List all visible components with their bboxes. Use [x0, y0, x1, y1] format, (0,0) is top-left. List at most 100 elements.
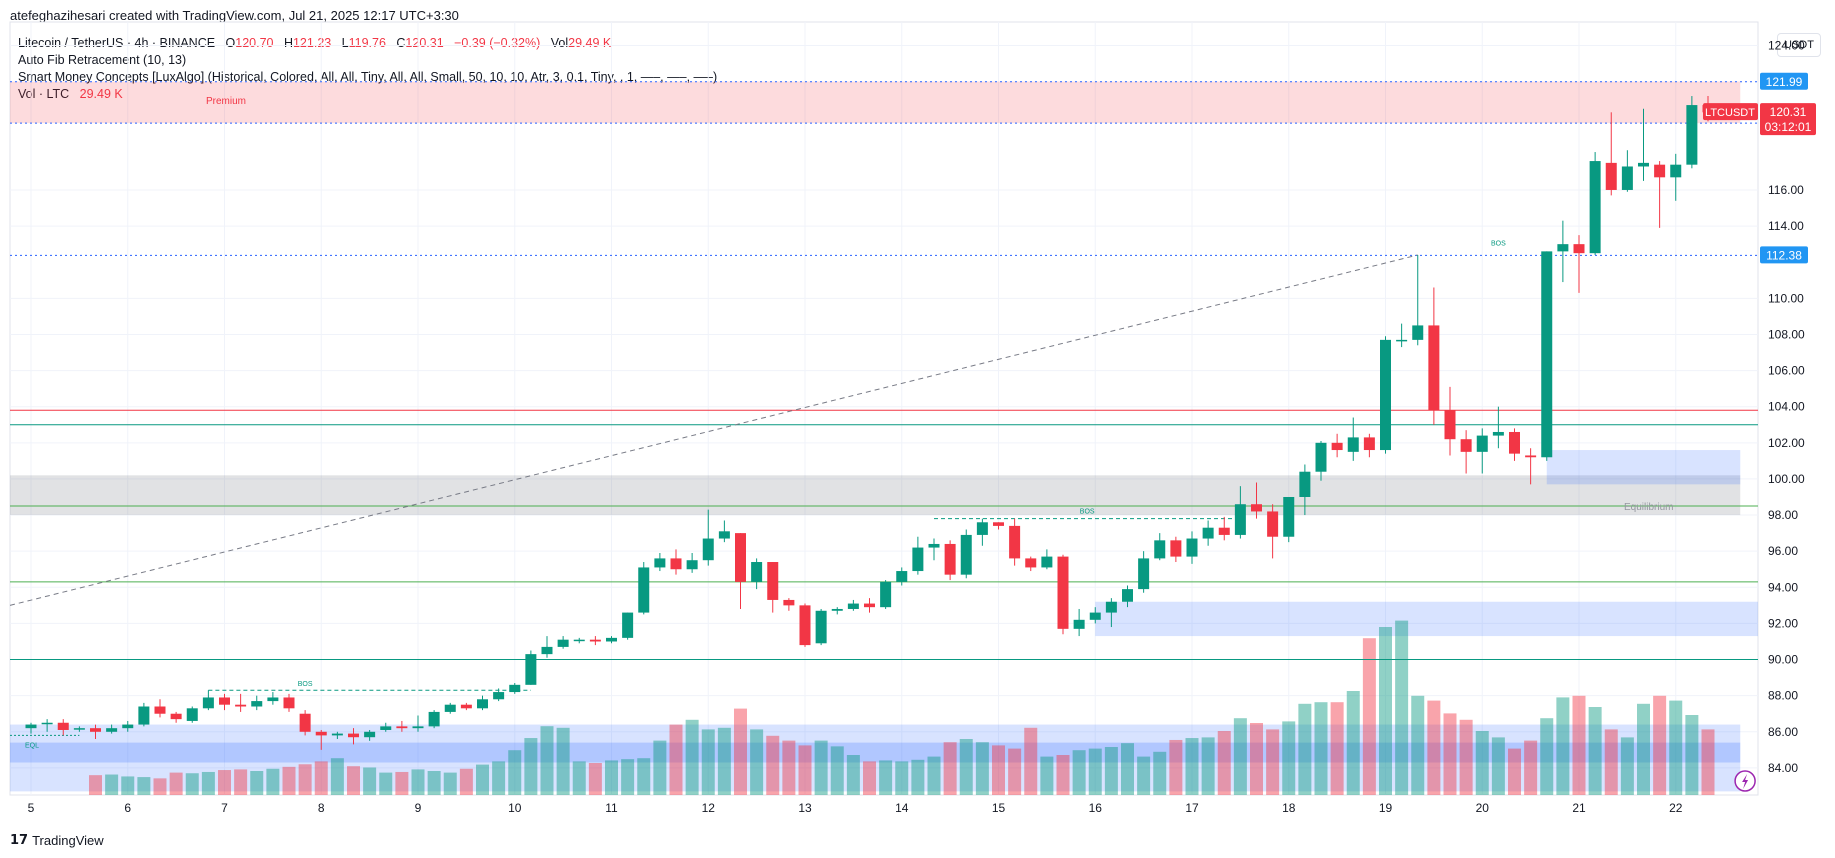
y-tick-label: 100.00	[1768, 472, 1805, 486]
premium-zone	[10, 81, 1741, 124]
candle-body	[1589, 161, 1601, 254]
volume-bar	[992, 745, 1005, 795]
candle-body	[235, 704, 247, 707]
candle	[831, 607, 843, 615]
candle-body	[1557, 244, 1569, 252]
candle	[1396, 323, 1408, 348]
candle-body	[1154, 540, 1166, 559]
candle-body	[1331, 442, 1343, 451]
candle	[718, 520, 730, 543]
candle-body	[1202, 527, 1214, 539]
volume-bar	[734, 708, 747, 795]
legend-panel: Litecoin / TetherUS · 4h · BINANCE O120.…	[18, 35, 717, 103]
demand-zone	[10, 742, 1741, 763]
y-tick-label: 114.00	[1768, 219, 1804, 233]
candle	[573, 637, 585, 644]
candle-body	[1009, 525, 1021, 559]
x-tick-label: 21	[1572, 801, 1586, 815]
volume-bar	[1008, 748, 1022, 795]
premium-label: Premium	[206, 96, 246, 107]
volume-bar	[1637, 703, 1650, 795]
candle	[670, 549, 682, 575]
volume-bar	[1669, 700, 1683, 795]
candle	[57, 719, 69, 736]
candle-body	[1509, 431, 1520, 454]
candle	[702, 509, 714, 566]
volume-bar	[605, 760, 618, 795]
price-tag-112-bg	[1760, 246, 1808, 264]
volume-bar	[1411, 695, 1425, 795]
candle	[735, 533, 746, 609]
volume-bar	[508, 750, 522, 795]
candle	[493, 688, 505, 702]
candle-body	[815, 610, 827, 644]
candle-body	[267, 697, 279, 702]
candle-body	[1492, 431, 1504, 436]
candle	[1605, 112, 1617, 196]
candle-body	[1041, 556, 1053, 568]
candle-body	[1412, 325, 1424, 340]
horizontal-lines	[9, 81, 1758, 736]
volume-bar	[137, 777, 151, 795]
candle-body	[928, 543, 940, 548]
candle	[589, 636, 601, 646]
legend-open: 120.70	[235, 36, 274, 50]
candle-body	[299, 713, 311, 732]
candle-body	[186, 708, 198, 721]
candle-body	[1654, 164, 1666, 178]
candle	[1476, 428, 1488, 474]
candle	[444, 702, 456, 714]
legend-fib-indicator[interactable]: Auto Fib Retracement (10, 13)	[18, 53, 187, 67]
candle	[1122, 585, 1133, 608]
volume-bar	[347, 766, 360, 795]
y-tick-label: 96.00	[1768, 544, 1798, 558]
candle-body	[831, 608, 843, 611]
volume-bar	[1620, 737, 1634, 795]
candle	[638, 562, 650, 615]
candle	[1509, 428, 1520, 461]
y-tick-label: 102.00	[1768, 436, 1805, 450]
volume-bar	[1056, 755, 1070, 795]
volume-bar	[1362, 638, 1376, 795]
candle	[525, 650, 537, 685]
legend-symbol-row[interactable]: Litecoin / TetherUS · 4h · BINANCE O120.…	[18, 36, 612, 50]
y-tick-label: 94.00	[1768, 580, 1798, 594]
candle	[460, 702, 472, 711]
candle	[880, 580, 892, 609]
candle	[1541, 251, 1553, 461]
volume-bar	[1040, 756, 1054, 795]
x-tick-label: 19	[1379, 801, 1393, 815]
candle-body	[509, 684, 521, 693]
candle	[138, 702, 150, 727]
candle-body	[412, 726, 424, 729]
currency-button[interactable]: USDT	[1777, 33, 1821, 57]
candle-body	[1057, 556, 1069, 629]
candle	[283, 693, 295, 712]
candle	[380, 722, 392, 732]
volume-bar	[1088, 748, 1102, 795]
candle	[186, 706, 198, 723]
candle	[993, 522, 1004, 530]
volume-bar	[1588, 707, 1602, 795]
candle	[1412, 254, 1424, 346]
candle-body	[1186, 538, 1198, 557]
volume-bar	[975, 742, 989, 795]
volume-bar	[524, 738, 538, 795]
candle-body	[122, 724, 134, 729]
candle-body	[202, 697, 214, 709]
volume-bars	[89, 620, 1715, 795]
candle	[1686, 96, 1698, 169]
candle-body	[1444, 410, 1456, 440]
candle-body	[525, 654, 537, 685]
candle-body	[1170, 540, 1182, 557]
volume-bar	[1346, 691, 1360, 795]
candle	[90, 724, 101, 740]
legend-smc-indicator[interactable]: Smart Money Concepts [LuxAlgo] (Historic…	[18, 70, 718, 84]
volume-bar	[1104, 747, 1118, 795]
candle	[1654, 161, 1666, 228]
candle-body	[315, 731, 327, 736]
countdown-tag: 03:12:01	[1765, 120, 1812, 134]
candle	[960, 529, 972, 579]
last-price-tag: 120.31	[1770, 105, 1807, 119]
